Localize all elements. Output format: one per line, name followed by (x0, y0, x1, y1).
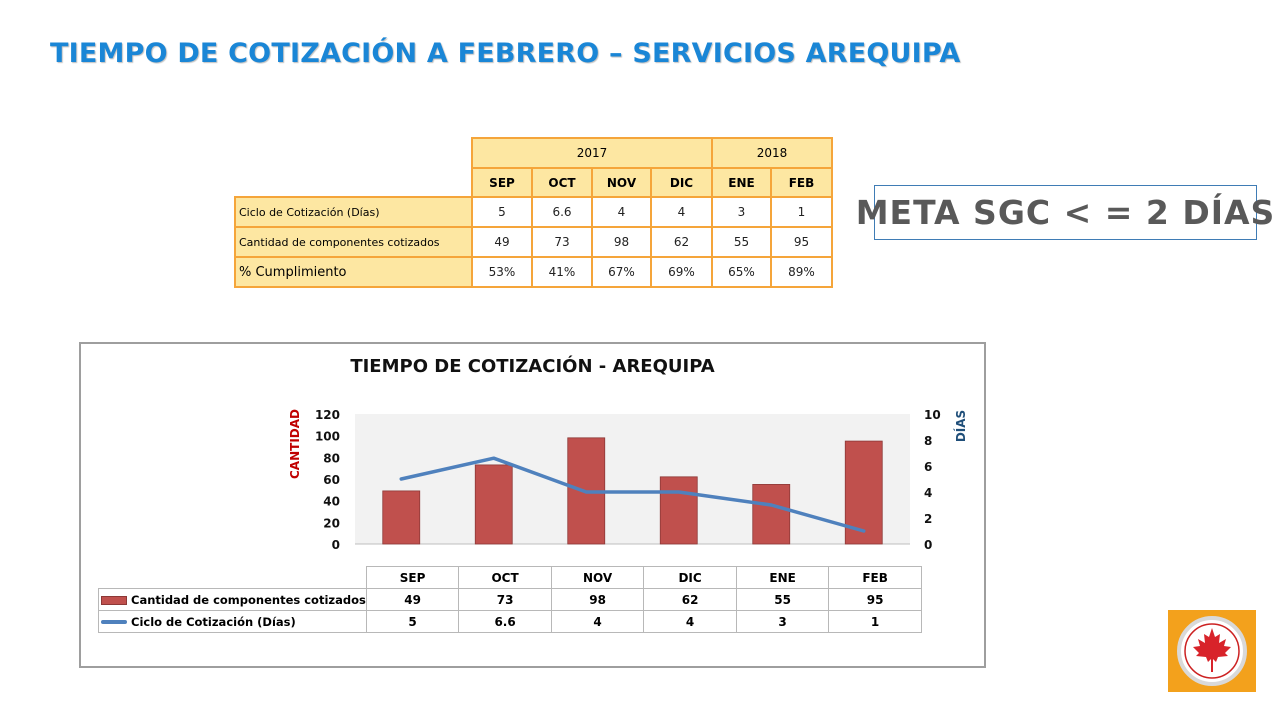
data-table-category: SEP (365, 566, 460, 589)
data-label: 4 (550, 610, 645, 633)
summary-cell: 3 (711, 196, 772, 228)
summary-cell: 98 (591, 226, 652, 258)
summary-cell: 6.6 (531, 196, 593, 228)
summary-month: FEB (770, 167, 833, 198)
line-point-oct (492, 456, 496, 460)
legend-line-swatch (101, 620, 127, 624)
bar-oct (474, 464, 513, 545)
summary-cell: 69% (650, 256, 713, 288)
line-point-ene (769, 503, 773, 507)
summary-year-2017: 2017 (471, 137, 713, 169)
summary-row-label: Ciclo de Cotización (Días) (234, 196, 473, 228)
summary-month: DIC (650, 167, 713, 198)
data-label: 62 (643, 588, 737, 611)
summary-cell: 49 (471, 226, 533, 258)
y-tick-label: 20 (323, 516, 340, 530)
summary-cell: 41% (531, 256, 593, 288)
y-right-tick-label: 10 (924, 408, 941, 422)
data-label: 4 (643, 610, 737, 633)
y-tick-label: 80 (323, 451, 340, 465)
summary-row-label: % Cumplimiento (234, 256, 473, 288)
data-table-row-cantidad: Cantidad de componentes cotizados 49 73 … (98, 588, 922, 611)
data-table-category: OCT (458, 566, 552, 589)
chart-data-table: SEP OCT NOV DIC ENE FEB Cantidad de comp… (98, 566, 922, 633)
legend-label: Cantidad de componentes cotizados (131, 592, 366, 607)
page-title: TIEMPO DE COTIZACIÓN A FEBRERO – SERVICI… (50, 38, 961, 69)
summary-cell: 4 (650, 196, 713, 228)
data-label: 95 (828, 588, 922, 611)
data-table-corner (98, 566, 367, 589)
data-label: 49 (365, 588, 460, 611)
y-tick-label: 100 (315, 430, 340, 444)
summary-cell: 73 (531, 226, 593, 258)
y-right-tick-label: 0 (924, 538, 932, 552)
data-label: 3 (735, 610, 830, 633)
line-point-nov (584, 490, 588, 494)
summary-month: OCT (531, 167, 593, 198)
y-right-axis-title: DÍAS (953, 410, 968, 442)
data-label: 98 (550, 588, 645, 611)
line-point-sep (399, 477, 403, 481)
summary-cell: 4 (591, 196, 652, 228)
legend-item-ciclo: Ciclo de Cotización (Días) (98, 610, 367, 633)
legend-bar-swatch (101, 595, 127, 605)
line-series-ciclo (399, 456, 866, 533)
summary-month-row: SEP OCT NOV DIC ENE FEB (235, 167, 833, 198)
data-label: 73 (458, 588, 552, 611)
summary-month: SEP (471, 167, 533, 198)
summary-cell: 67% (591, 256, 652, 288)
chart-title: TIEMPO DE COTIZACIÓN - AREQUIPA (350, 356, 715, 377)
data-label: 5 (365, 610, 460, 633)
y-right-tick-label: 4 (924, 486, 932, 500)
data-label: 1 (828, 610, 922, 633)
bar-sep (382, 490, 421, 545)
line-point-dic (677, 490, 681, 494)
y-right-tick-label: 8 (924, 434, 932, 448)
meta-target-box: META SGC < = 2 DÍAS (856, 185, 1274, 240)
bar-dic (659, 476, 698, 545)
summary-cell: 1 (770, 196, 833, 228)
summary-row-cantidad: Cantidad de componentes cotizados 49 73 … (234, 226, 833, 258)
summary-cell: 55 (711, 226, 772, 258)
summary-row-ciclo: Ciclo de Cotización (Días) 5 6.6 4 4 3 1 (234, 196, 833, 228)
summary-cell: 5 (471, 196, 533, 228)
data-table-header-row: SEP OCT NOV DIC ENE FEB (98, 566, 922, 589)
data-table-category: FEB (828, 566, 922, 589)
y-tick-label: 120 (315, 408, 340, 422)
summary-cell: 95 (770, 226, 833, 258)
legend-label: Ciclo de Cotización (Días) (131, 614, 296, 629)
data-table-category: DIC (643, 566, 737, 589)
y-right-tick-label: 2 (924, 512, 932, 526)
legend-item-cantidad: Cantidad de componentes cotizados (98, 588, 367, 611)
y-axis-title: CANTIDAD (288, 409, 302, 479)
y-tick-label: 0 (332, 538, 340, 552)
y-tick-label: 60 (323, 473, 340, 487)
summary-cell: 89% (770, 256, 833, 288)
summary-row-label: Cantidad de componentes cotizados (234, 226, 473, 258)
summary-month: ENE (711, 167, 772, 198)
data-label: 6.6 (458, 610, 552, 633)
summary-row-cumplimiento: % Cumplimiento 53% 41% 67% 69% 65% 89% (234, 256, 833, 288)
summary-table: 2017 2018 SEP OCT NOV DIC ENE FEB Ciclo … (234, 137, 833, 288)
summary-cell: 65% (711, 256, 772, 288)
bar-ene (752, 484, 791, 545)
line-point-feb (862, 529, 866, 533)
y-right-tick-label: 6 (924, 460, 932, 474)
summary-year-2018: 2018 (711, 137, 833, 169)
y-tick-label: 40 (323, 495, 340, 509)
summary-cell: 62 (650, 226, 713, 258)
data-table-category: ENE (735, 566, 830, 589)
summary-year-row: 2017 2018 (235, 137, 833, 169)
data-table-row-ciclo: Ciclo de Cotización (Días) 5 6.6 4 4 3 1 (98, 610, 922, 633)
company-logo (1168, 610, 1256, 692)
data-label: 55 (735, 588, 830, 611)
data-table-category: NOV (550, 566, 645, 589)
summary-cell: 53% (471, 256, 533, 288)
maple-leaf-logo-icon (1177, 616, 1247, 686)
summary-month: NOV (591, 167, 652, 198)
plot-area (355, 414, 910, 544)
